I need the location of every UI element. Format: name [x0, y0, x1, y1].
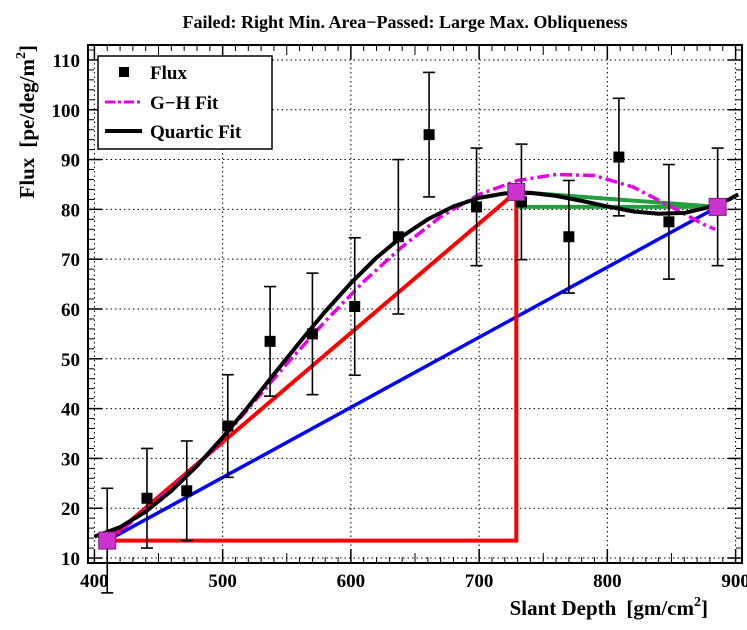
y-tick-label: 70	[61, 250, 80, 271]
flux-point	[264, 285, 277, 397]
flux-point	[392, 158, 405, 315]
flux-point	[562, 179, 575, 294]
chart-title: Failed: Right Min. Area−Passed: Large Ma…	[183, 12, 628, 32]
flux-marker	[264, 335, 276, 347]
flux-point	[612, 97, 625, 217]
y-tick-label: 20	[61, 499, 80, 520]
flux-point	[423, 71, 436, 198]
x-tick-labels: 400 500 600 700 800 900	[80, 571, 747, 592]
y-tick-labels: 10 20 30 40 50 60 70 80 90 100 110	[52, 51, 81, 570]
flux-point	[470, 147, 483, 267]
y-axis-label: Flux [pe/deg/m2]	[14, 45, 39, 199]
y-axis-label-main: Flux	[15, 157, 39, 198]
flux-point	[348, 236, 361, 377]
legend: Flux G−H Fit Quartic Fit	[97, 55, 273, 150]
x-tick-label: 900	[721, 571, 747, 592]
y-tick-label: 100	[52, 101, 81, 122]
y-tick-label: 90	[61, 151, 80, 172]
legend-quartic-label: Quartic Fit	[150, 122, 242, 143]
flux-marker	[515, 196, 527, 208]
highlight-point	[98, 531, 117, 550]
x-tick-label: 800	[593, 571, 622, 592]
flux-marker	[222, 420, 234, 432]
y-tick-label: 10	[61, 549, 80, 570]
flux-marker	[306, 328, 318, 340]
y-axis-label-close: ]	[15, 45, 39, 52]
flux-marker	[613, 151, 625, 163]
x-axis-label: Slant Depth [gm/cm2]	[510, 595, 708, 620]
y-tick-label: 50	[61, 350, 80, 371]
flux-marker	[349, 300, 361, 312]
flux-point	[221, 373, 234, 479]
data-series	[93, 71, 740, 594]
x-tick-label: 700	[465, 571, 494, 592]
highlight-point	[507, 182, 526, 201]
gh-fit-curve	[103, 172, 716, 545]
x-axis-label-sup: 2	[694, 595, 701, 610]
x-tick-label: 600	[337, 571, 366, 592]
y-axis-label-unit: [pe/deg/m	[15, 58, 39, 147]
flux-point	[515, 143, 528, 261]
flux-point	[140, 447, 153, 549]
flux-marker	[392, 231, 404, 243]
x-axis-label-unit: [gm/cm	[626, 596, 694, 620]
flux-marker	[423, 129, 435, 141]
x-axis-label-main: Slant Depth	[510, 596, 617, 620]
y-tick-label: 30	[61, 449, 80, 470]
legend-flux-marker	[119, 67, 129, 77]
flux-marker	[141, 492, 153, 504]
y-tick-label: 60	[61, 300, 80, 321]
x-axis-label-close: ]	[701, 596, 708, 620]
flux-marker	[471, 201, 483, 213]
legend-gh-label: G−H Fit	[150, 93, 219, 114]
flux-marker	[181, 485, 193, 497]
legend-flux-label: Flux	[150, 63, 187, 84]
y-tick-label: 40	[61, 400, 80, 421]
y-tick-label: 110	[53, 51, 80, 72]
y-tick-label: 80	[61, 200, 80, 221]
highlight-point	[708, 197, 727, 216]
flux-marker	[663, 216, 675, 228]
x-tick-label: 500	[208, 571, 237, 592]
x-tick-label: 400	[80, 571, 109, 592]
quartic-fit-curve	[93, 190, 740, 539]
flux-point	[662, 163, 675, 280]
y-axis-label-sup: 2	[14, 52, 29, 59]
flux-marker	[563, 231, 575, 243]
blue-line	[106, 205, 719, 543]
flux-point	[306, 272, 319, 396]
flux-point	[180, 440, 193, 542]
plot-frame	[87, 44, 743, 564]
